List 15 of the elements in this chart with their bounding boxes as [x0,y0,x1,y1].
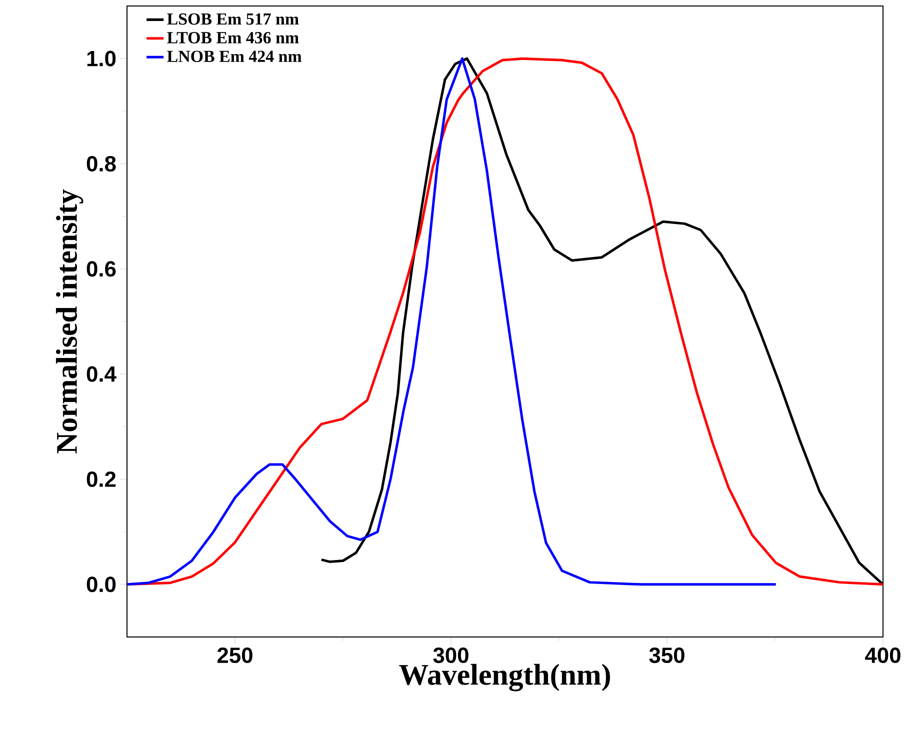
y-tick-label: 1.0 [87,50,116,66]
y-tick-label: 0.6 [86,261,116,277]
x-tick-label: 300 [433,648,468,664]
x-tick-label: 250 [217,648,252,664]
legend-label: LTOB Em 436 nm [167,32,299,44]
y-axis-title: Normalised intensity [56,189,84,454]
y-tick-label: 0.2 [86,471,116,488]
y-tick-label: 0.4 [86,366,116,382]
y-tick-label: 0.8 [86,156,116,172]
legend-label: LNOB Em 424 nm [167,50,302,62]
y-tick-label: 0.0 [86,576,116,592]
x-tick-label: 350 [649,648,684,664]
x-axis-title: Wavelength(nm) [399,664,610,692]
x-tick-label: 400 [865,648,900,664]
legend-label: LSOB Em 517 nm [167,13,299,25]
